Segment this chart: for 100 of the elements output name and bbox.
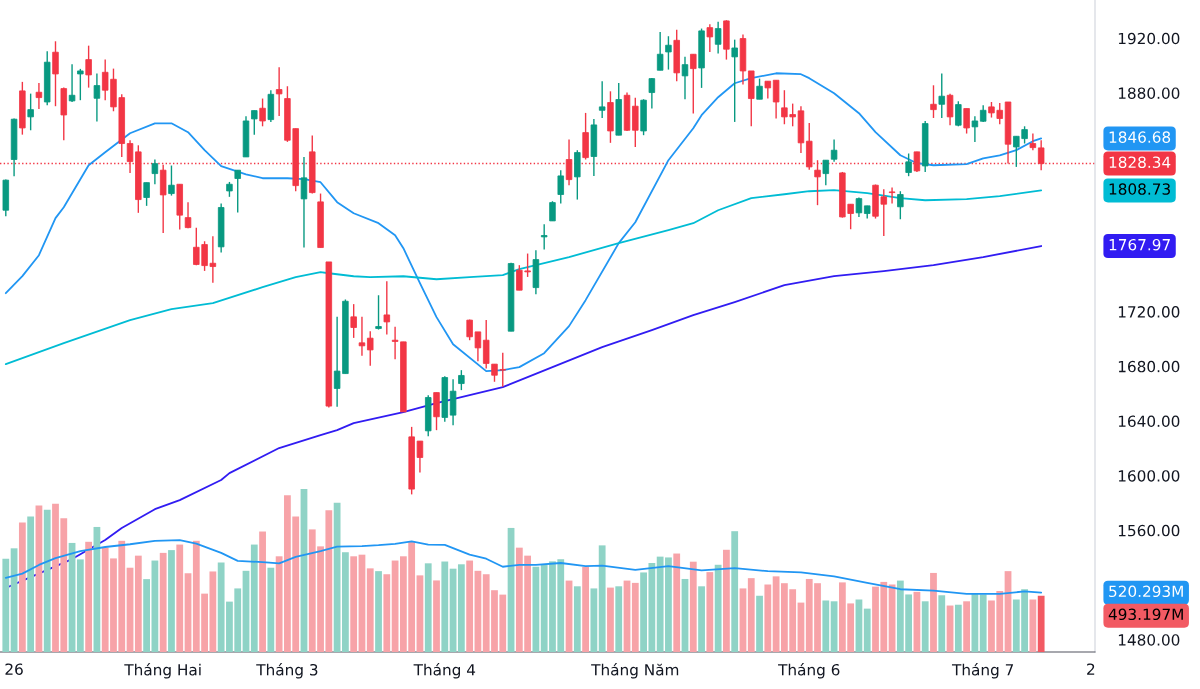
bar xyxy=(714,564,722,652)
bar xyxy=(615,586,623,652)
y-tick-label: 1720.00 xyxy=(1118,306,1180,318)
candlestick xyxy=(358,316,366,357)
bar xyxy=(433,580,440,652)
bar xyxy=(250,544,258,652)
y-tick-label: 1600.00 xyxy=(1118,470,1180,482)
bar xyxy=(18,522,26,652)
bar xyxy=(756,595,763,652)
candlestick xyxy=(913,151,921,173)
candlestick xyxy=(151,158,159,185)
text: 1808.73 xyxy=(1109,183,1170,195)
bar xyxy=(176,544,184,652)
x-tick-label: Tháng Hai xyxy=(124,663,201,679)
candlestick xyxy=(690,53,697,115)
candlestick xyxy=(665,35,672,71)
bar xyxy=(168,550,175,652)
candlestick xyxy=(963,107,970,135)
bar xyxy=(85,541,93,652)
candlestick xyxy=(897,190,904,220)
bar xyxy=(698,586,705,652)
bar xyxy=(350,556,358,652)
candlestick xyxy=(814,159,821,206)
x-tick-label: Tháng 4 xyxy=(413,663,476,679)
candlestick xyxy=(930,84,937,119)
candlestick xyxy=(681,56,689,100)
bar xyxy=(731,531,739,652)
candlestick xyxy=(888,186,896,205)
x-tick-label: 2 xyxy=(1087,663,1095,675)
bar xyxy=(159,552,167,652)
candlestick xyxy=(375,294,382,331)
y-tick-label: 1560.00 xyxy=(1118,524,1180,537)
candlestick xyxy=(234,169,241,214)
candlestick xyxy=(822,159,830,186)
bar xyxy=(466,560,474,652)
bar xyxy=(441,561,449,652)
bar xyxy=(366,568,374,652)
candlestick xyxy=(731,38,738,123)
bar xyxy=(979,594,987,652)
bar xyxy=(863,608,871,652)
bar xyxy=(582,566,589,652)
candlestick xyxy=(85,44,92,89)
bar xyxy=(1029,599,1037,652)
bar xyxy=(573,586,581,652)
ref-line-label: 1828.34 xyxy=(1109,156,1171,168)
x-tick-label: Tháng 3 xyxy=(256,663,318,679)
bar xyxy=(375,571,382,652)
candlestick xyxy=(938,72,945,119)
bar xyxy=(607,587,614,652)
bar xyxy=(963,601,971,652)
y-tick-label: 1920.00 xyxy=(1118,32,1180,45)
candlestick xyxy=(449,378,457,426)
y-tick-label: 1480.00 xyxy=(1118,634,1180,646)
bar xyxy=(930,572,937,652)
text: 493.197M xyxy=(1108,608,1183,621)
candlestick xyxy=(93,72,101,123)
bar xyxy=(76,559,84,652)
bar xyxy=(457,564,465,652)
line-series xyxy=(4,189,1043,366)
bar xyxy=(921,601,929,652)
bar xyxy=(590,588,598,652)
bar xyxy=(938,595,946,652)
candlestick xyxy=(598,80,606,119)
candlestick xyxy=(648,77,656,110)
candlestick xyxy=(35,82,43,110)
bar xyxy=(424,563,432,652)
candlestick xyxy=(184,201,192,229)
y-tick-label: 1880.00 xyxy=(1118,87,1180,99)
candlestick xyxy=(275,66,283,117)
candlestick xyxy=(955,100,962,127)
y-tick-label: 1640.00 xyxy=(1118,415,1180,428)
x-tick-label: Tháng 6 xyxy=(778,663,840,679)
bar xyxy=(267,567,275,652)
text: 1767.97 xyxy=(1109,238,1170,251)
bar xyxy=(689,561,697,652)
candlestick xyxy=(656,31,664,71)
line-series xyxy=(4,72,1043,373)
candlestick xyxy=(251,109,258,136)
x-tick-label: Tháng 7 xyxy=(951,663,1014,679)
bar xyxy=(2,558,10,652)
bar xyxy=(706,572,714,652)
candlestick xyxy=(830,138,838,163)
candlestick xyxy=(458,369,465,391)
candlestick xyxy=(143,181,150,207)
candlestick xyxy=(756,77,763,100)
candlestick xyxy=(68,63,76,103)
candlestick xyxy=(259,97,266,127)
x-tick-label: Tháng Năm xyxy=(591,663,679,679)
candlestick xyxy=(1029,132,1037,151)
x-tick-label: 26 xyxy=(5,663,23,675)
bar xyxy=(764,584,772,652)
candlestick xyxy=(706,23,714,53)
bar xyxy=(43,509,51,652)
candlestick xyxy=(367,330,374,367)
candlestick xyxy=(946,92,954,126)
bar xyxy=(27,516,35,652)
bar xyxy=(598,545,606,652)
candlestick xyxy=(772,79,780,120)
text: 520.293M xyxy=(1109,585,1183,598)
bar xyxy=(747,578,755,652)
